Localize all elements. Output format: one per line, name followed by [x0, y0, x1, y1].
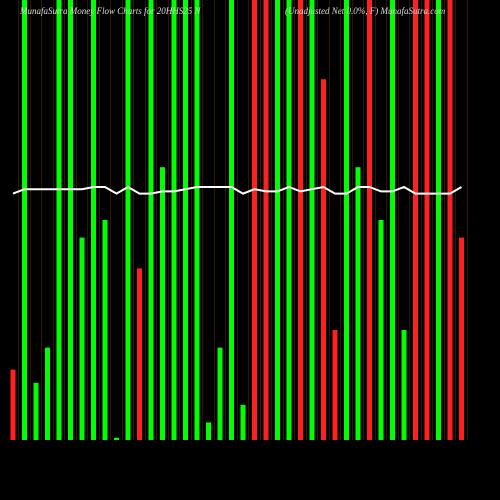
chart-subtitle: (Unadjusted Net 0.0%, F) MunafaSutra.com: [285, 6, 446, 16]
bar: [125, 0, 131, 440]
bar: [275, 0, 280, 440]
bar: [367, 0, 372, 440]
bar: [114, 437, 119, 440]
bars: [10, 0, 464, 440]
bar: [79, 237, 85, 440]
bar: [68, 0, 73, 440]
bar: [344, 0, 349, 440]
bar: [459, 237, 464, 440]
bar: [160, 167, 165, 440]
bar: [45, 347, 50, 440]
bar: [56, 0, 62, 440]
bar: [102, 220, 108, 440]
bar: [183, 0, 188, 440]
bar: [309, 0, 315, 440]
bar: [217, 347, 223, 440]
bar: [390, 0, 395, 440]
line: [12, 185, 462, 195]
bar: [355, 167, 361, 440]
bar: [424, 0, 430, 440]
bar: [436, 0, 441, 440]
bar: [33, 382, 39, 440]
bar: [91, 0, 96, 440]
bar: [378, 220, 384, 440]
bar: [263, 0, 269, 440]
bar: [447, 0, 453, 440]
bar: [194, 0, 200, 440]
separators: [18, 0, 468, 440]
bar: [401, 330, 407, 440]
bar: [148, 0, 154, 440]
bar: [137, 268, 142, 440]
bar: [298, 0, 303, 440]
bar: [229, 0, 234, 440]
bar: [286, 0, 292, 440]
bar: [240, 404, 246, 440]
bar: [321, 79, 326, 440]
bar: [171, 0, 177, 440]
bar: [10, 369, 16, 440]
bar: [332, 330, 338, 440]
bar: [22, 0, 27, 440]
chart-title: MunafaSutra Money Flow Charts for 20HHS2…: [19, 6, 201, 16]
bar: [413, 0, 418, 440]
bar: [252, 0, 257, 440]
bar: [206, 422, 211, 440]
